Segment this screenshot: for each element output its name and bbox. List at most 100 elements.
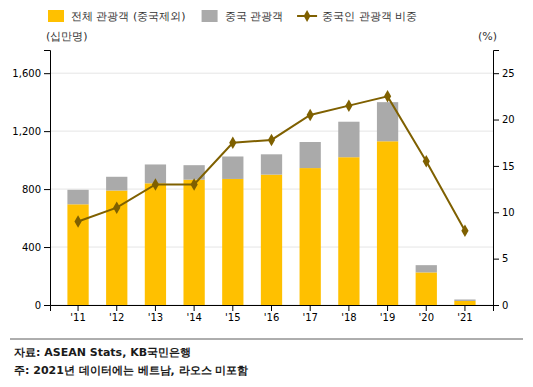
tick-label: '17	[302, 312, 317, 323]
y-axis: 0 400 800 1,200 1,600	[12, 51, 50, 311]
tick: '16	[264, 305, 279, 323]
legend-item: 전체 관광객 (중국제외)	[48, 10, 186, 23]
bar	[222, 156, 243, 178]
annotation: 자료: ASEAN Stats, KB국민은행	[14, 346, 191, 359]
tick-label: '18	[341, 312, 356, 323]
bar	[67, 190, 88, 204]
separator	[10, 339, 523, 340]
tick: '20	[419, 305, 434, 323]
line-marker	[423, 155, 430, 167]
bar	[145, 183, 166, 305]
tick: '11	[70, 305, 85, 323]
tick-mark	[493, 120, 499, 121]
bar	[377, 141, 398, 305]
line-marker	[384, 90, 391, 102]
tick-mark	[44, 189, 50, 190]
bar	[183, 180, 204, 305]
grid	[50, 73, 493, 305]
tick-label: '11	[70, 312, 85, 323]
tick-mark	[44, 305, 50, 306]
bar	[106, 177, 127, 191]
tick: '17	[302, 305, 317, 323]
tick-label: '16	[264, 312, 279, 323]
tick-label: 5	[502, 253, 508, 264]
tick-label: 25	[502, 68, 515, 79]
tick: 400	[22, 242, 50, 253]
bar	[261, 175, 282, 305]
line-marker	[229, 136, 236, 148]
tick-label: '19	[380, 312, 395, 323]
chart-container: '11 '12 '13 '14 '15 '16 '17 '18 '19 '20 '21 0 400 800…	[0, 0, 533, 387]
tick-mark	[78, 305, 79, 311]
tick-label: '12	[109, 312, 124, 323]
bar	[454, 299, 475, 300]
line-marker	[461, 225, 468, 237]
tick-label: '20	[419, 312, 434, 323]
tick-mark	[464, 305, 465, 311]
tick-mark	[348, 305, 349, 311]
tick-label: 1,200	[12, 126, 41, 137]
tick-mark	[493, 259, 499, 260]
bar	[338, 157, 359, 305]
x-axis: '11 '12 '13 '14 '15 '16 '17 '18 '19 '20 '21	[51, 305, 494, 323]
tick-mark	[310, 305, 311, 311]
tick: '12	[109, 305, 124, 323]
y2-axis-label: (%)	[478, 30, 497, 43]
bar	[222, 179, 243, 305]
y-axis-label: (십만명)	[46, 30, 88, 43]
tick: 0	[493, 300, 508, 311]
legend-label: 중국인 관광객 비중	[322, 10, 417, 23]
tick-mark	[387, 305, 388, 311]
grid-line	[50, 131, 493, 132]
tick-mark	[44, 131, 50, 132]
tick-label: 20	[502, 114, 515, 125]
tick: 5	[493, 253, 508, 264]
tick-label: 1,600	[12, 68, 41, 79]
y2-axis: 0 5 10 15 20 25	[493, 51, 515, 311]
tick-mark	[426, 305, 427, 311]
legend-item: 중국인 관광객 비중	[297, 10, 417, 23]
tick: 25	[493, 68, 515, 79]
bar	[300, 142, 321, 168]
tick-mark	[194, 305, 195, 311]
tick-mark	[493, 166, 499, 167]
tick-label: 400	[22, 242, 41, 253]
bar	[416, 272, 437, 305]
bar	[338, 122, 359, 157]
line-marker	[74, 215, 81, 227]
tick-label: 0	[502, 300, 508, 311]
tick-mark	[493, 305, 499, 306]
tick-label: '14	[186, 312, 201, 323]
tick: 20	[493, 114, 515, 125]
tick-mark	[44, 73, 50, 74]
tick: 800	[22, 184, 50, 195]
tick: '15	[225, 305, 240, 323]
tick-label: '21	[457, 312, 472, 323]
tick-mark	[493, 212, 499, 213]
line	[78, 96, 465, 230]
legend-label: 전체 관광객 (중국제외)	[71, 10, 186, 23]
bar	[261, 154, 282, 174]
tick-label: 800	[22, 184, 41, 195]
tick-label: '15	[225, 312, 240, 323]
legend-swatch-marker	[304, 10, 311, 22]
tick-mark	[155, 305, 156, 311]
chart-svg: '11 '12 '13 '14 '15 '16 '17 '18 '19 '20 '21 0 400 800…	[0, 0, 533, 387]
legend: 전체 관광객 (중국제외)중국 관광객중국인 관광객 비중	[48, 10, 417, 23]
legend-swatch	[202, 10, 218, 22]
tick: '19	[380, 305, 395, 323]
line-marker	[191, 178, 198, 190]
line-marker	[307, 109, 314, 121]
tick: '21	[457, 305, 472, 323]
bar-series	[67, 141, 475, 305]
tick-mark	[493, 73, 499, 74]
tick: 1,600	[12, 68, 50, 79]
axis-line	[44, 51, 51, 306]
annotation: 주: 2021년 데이터에는 베트남, 라오스 미포함	[14, 364, 248, 377]
tick-label: 0	[35, 300, 41, 311]
tick: 10	[493, 207, 515, 218]
tick: 15	[493, 161, 515, 172]
tick: '13	[148, 305, 163, 323]
tick-mark	[271, 305, 272, 311]
bar	[106, 191, 127, 305]
